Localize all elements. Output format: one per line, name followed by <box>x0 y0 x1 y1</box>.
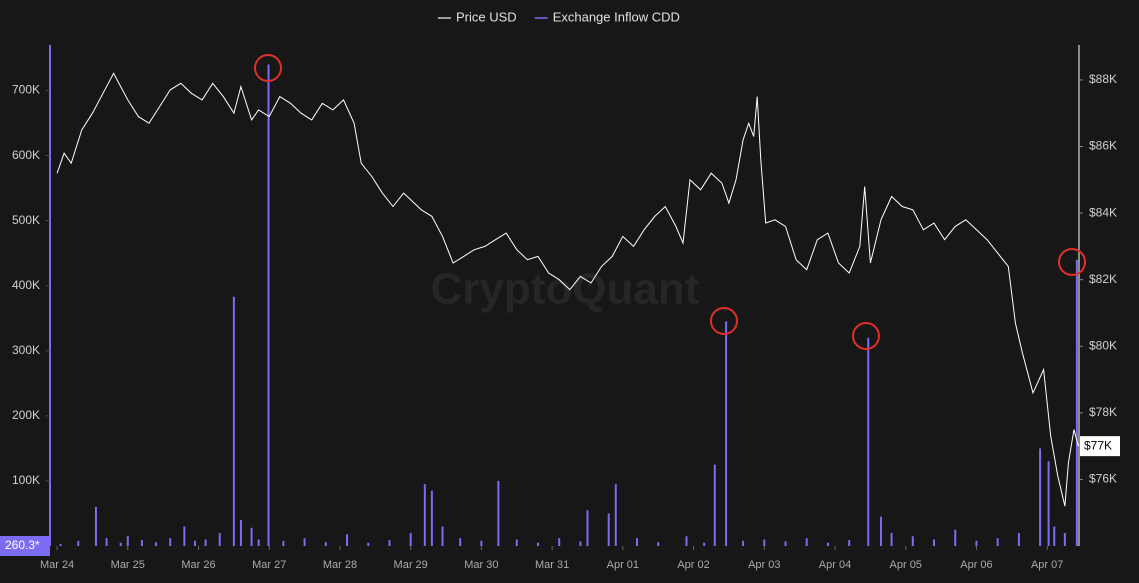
y-tick-label: 100K <box>12 473 40 487</box>
highlight-circle <box>1058 248 1086 276</box>
y-tick-label: 700K <box>12 83 40 97</box>
x-tick-label: Apr 01 <box>607 559 639 571</box>
y2-tick-label: $82K <box>1089 272 1117 286</box>
y-tick-label: 200K <box>12 408 40 422</box>
x-tick-label: Mar 26 <box>181 559 215 571</box>
y2-tick-label: $78K <box>1089 405 1117 419</box>
highlight-circle <box>254 54 282 82</box>
current-price-box <box>1080 436 1120 457</box>
highlight-circle <box>710 307 738 335</box>
x-tick-label: Mar 31 <box>535 559 569 571</box>
y2-tick-label: $86K <box>1089 139 1117 153</box>
y-tick-label: 300K <box>12 343 40 357</box>
legend-label: Price USD <box>456 9 517 24</box>
current-inflow-label: 260.3* <box>5 538 40 552</box>
watermark: CryptoQuant <box>431 265 700 314</box>
current-price-label: $77K <box>1084 438 1112 452</box>
y-tick-label: 400K <box>12 278 40 292</box>
y-tick-label: 600K <box>12 148 40 162</box>
y2-tick-label: $76K <box>1089 472 1117 486</box>
x-tick-label: Apr 04 <box>819 559 851 571</box>
legend-label: Exchange Inflow CDD <box>553 9 680 24</box>
x-tick-label: Apr 02 <box>677 559 709 571</box>
x-tick-label: Mar 24 <box>40 559 74 571</box>
current-inflow-box <box>0 536 50 556</box>
x-tick-label: Mar 28 <box>323 559 357 571</box>
x-tick-label: Mar 27 <box>252 559 286 571</box>
x-tick-label: Apr 03 <box>748 559 780 571</box>
x-tick-label: Apr 07 <box>1031 559 1063 571</box>
x-tick-label: Mar 25 <box>111 559 145 571</box>
highlight-circle <box>852 322 880 350</box>
y2-tick-label: $80K <box>1089 338 1117 352</box>
x-tick-label: Mar 29 <box>394 559 428 571</box>
price-line <box>56 72 1079 507</box>
y2-tick-label: $88K <box>1089 72 1117 86</box>
y2-tick-label: $84K <box>1089 205 1117 219</box>
y-tick-label: 500K <box>12 213 40 227</box>
x-tick-label: Mar 30 <box>464 559 498 571</box>
x-tick-label: Apr 05 <box>890 559 922 571</box>
x-tick-label: Apr 06 <box>960 559 992 571</box>
